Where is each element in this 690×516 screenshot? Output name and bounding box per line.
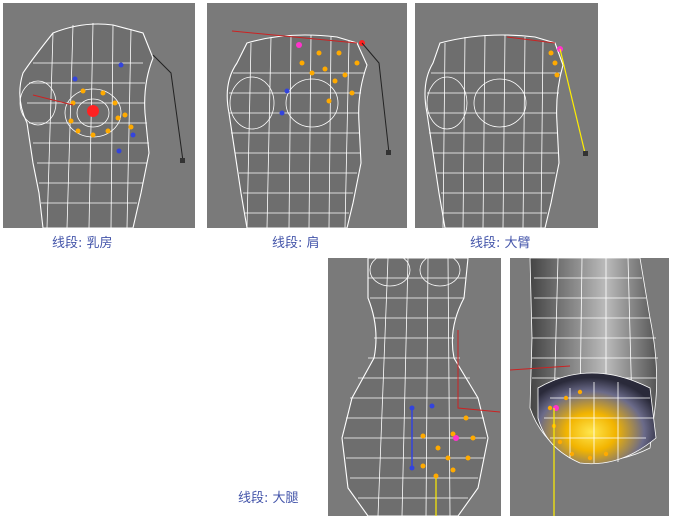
caption-thigh: 线段: 大腿 — [238, 491, 299, 506]
viewport-upper-arm — [415, 3, 598, 228]
viewport-breast — [3, 3, 195, 228]
wireframe-shoulder — [226, 30, 391, 228]
wireframe-breast — [19, 22, 185, 228]
viewport-thigh-front — [328, 258, 501, 516]
viewport-shoulder — [207, 3, 407, 228]
caption-breast: 线段: 乳房 — [52, 236, 113, 251]
wireframe-thigh-front — [341, 258, 501, 516]
wireframe-upper-arm — [424, 34, 588, 228]
caption-upper-arm: 线段: 大臂 — [470, 236, 531, 251]
caption-shoulder: 线段: 肩 — [272, 236, 320, 251]
shaded-thigh — [510, 258, 658, 516]
viewport-thigh-shaded — [510, 258, 669, 516]
